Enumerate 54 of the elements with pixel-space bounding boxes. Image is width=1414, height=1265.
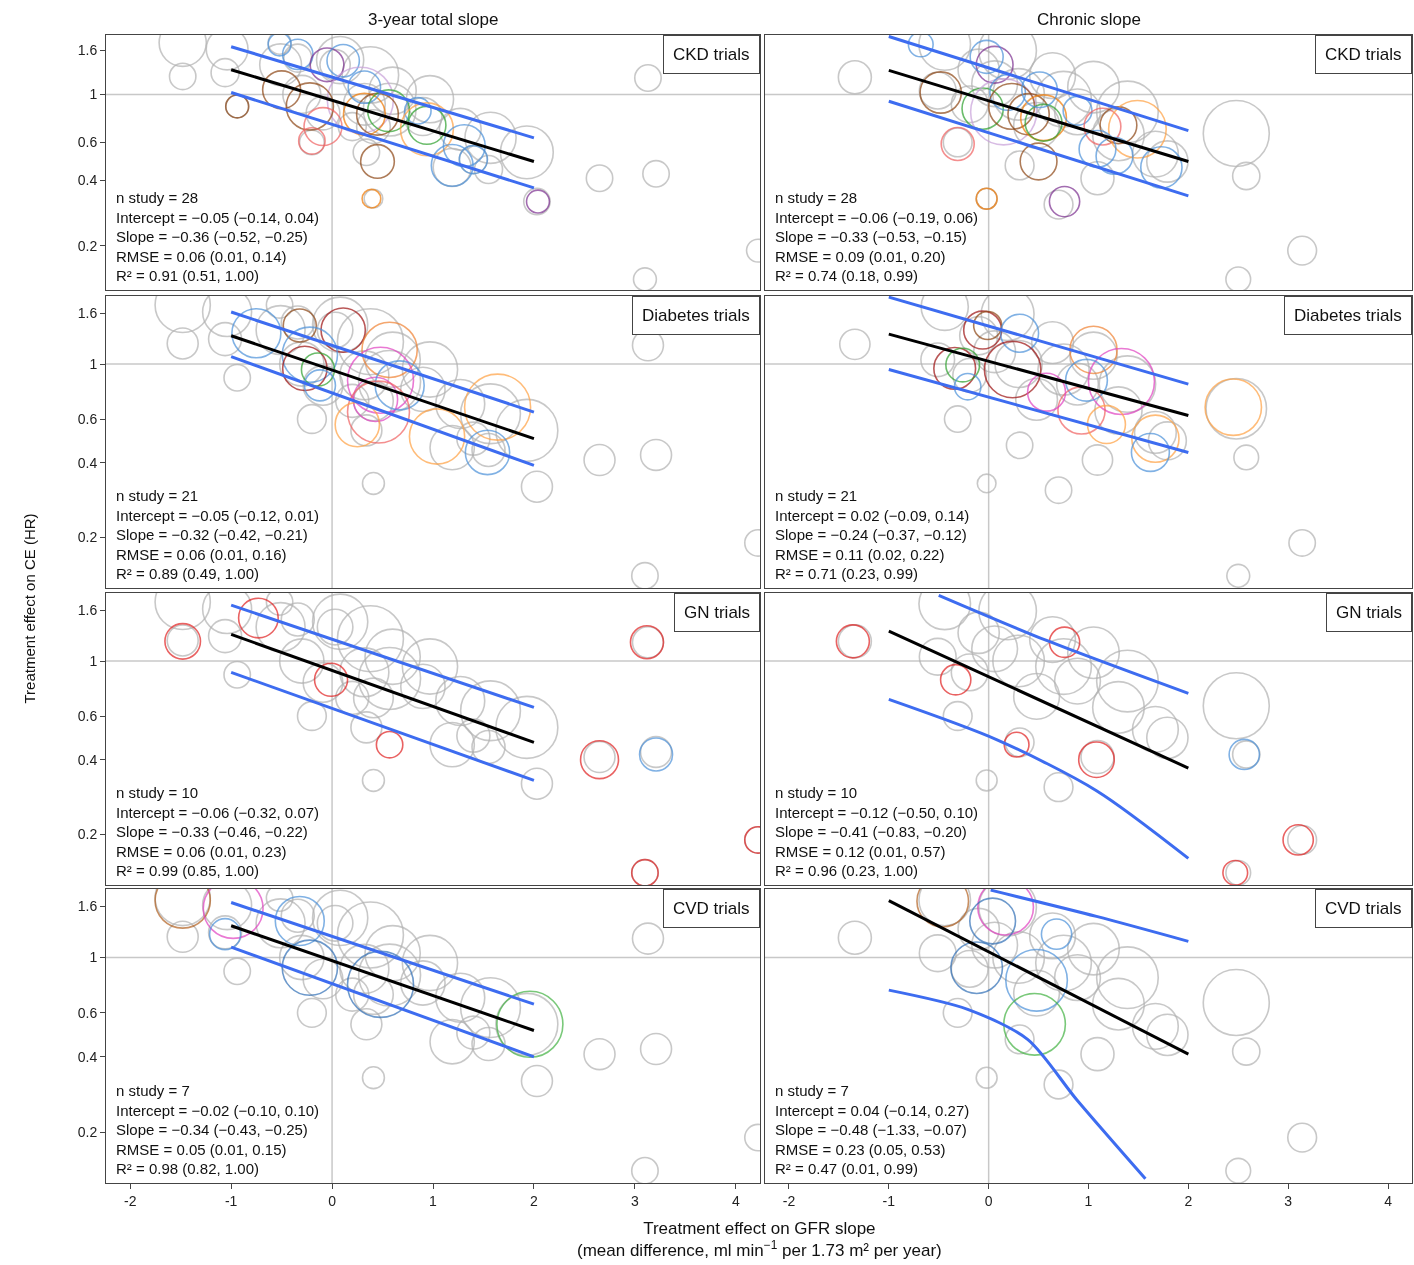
annotation: n study = 7 Intercept = 0.04 (−0.14, 0.27) Slope = −0.48 (−1.33, −0.07) RMSE = 0.23 (0.05, 0.53) R² = 0.47 (0.01, 0.99) [775, 1082, 970, 1177]
x-tick-label: 2 [530, 1192, 539, 1209]
annotation: CKD trials [673, 45, 750, 64]
y-tick-label: 0.4 [77, 172, 98, 189]
x-tick-label: 3 [630, 1192, 639, 1209]
y-tick-label: 1 [89, 355, 98, 372]
annotation: n study = 21 Intercept = 0.02 (−0.09, 0.14) Slope = −0.24 (−0.37, −0.12) RMSE = 0.11 (0.02, 0.22) R² = 0.71 (0.23, 0.99) [775, 487, 970, 582]
y-tick-label: 0.6 [77, 410, 98, 427]
y-tick-label: 0.2 [77, 1123, 98, 1140]
annotation: CVD trials [673, 899, 750, 918]
chart-title: Chronic slope [1037, 10, 1141, 29]
annotation: n study = 10 Intercept = −0.12 (−0.50, 0.10) Slope = −0.41 (−0.83, −0.20) RMSE = 0.12 (0.01, 0.57) R² = 0.96 (0.23, 1.00) [775, 784, 979, 879]
y-tick-label: 0.4 [77, 1048, 98, 1065]
y-tick-label: 1 [89, 949, 98, 966]
x-tick-label: 4 [731, 1192, 740, 1209]
y-tick-label: 0.2 [77, 237, 98, 254]
annotation: n study = 21 Intercept = −0.05 (−0.12, 0.01) Slope = −0.32 (−0.42, −0.21) RMSE = 0.06 (0.01, 0.16) R² = 0.89 (0.49, 1.00) [116, 487, 320, 582]
x-tick-label: 2 [1184, 1192, 1193, 1209]
y-tick-label: 1.6 [77, 305, 98, 322]
y-tick-label: 0.6 [77, 707, 98, 724]
y-tick-label: 1.6 [77, 42, 98, 59]
x-tick-label: 4 [1384, 1192, 1393, 1209]
annotation: n study = 7 Intercept = −0.02 (−0.10, 0.10) Slope = −0.34 (−0.43, −0.25) RMSE = 0.05 (0.01, 0.15) R² = 0.98 (0.82, 1.00) [116, 1082, 320, 1177]
y-tick-label: 0.2 [77, 529, 98, 546]
annotation: GN trials [1336, 603, 1403, 622]
x-tick-label: 0 [328, 1192, 337, 1209]
x-tick-label: 1 [429, 1192, 438, 1209]
x-axis-title: Treatment effect on GFR slope (mean difference, ml min$^{−1}$ per 1.73 m² per year) [577, 1219, 942, 1261]
x-tick-label: -1 [882, 1192, 896, 1209]
y-tick-label: 1 [89, 652, 98, 669]
y-tick-label: 0.6 [77, 1004, 98, 1021]
y-tick-label: 0.4 [77, 751, 98, 768]
x-tick-label: 0 [984, 1192, 993, 1209]
annotation: n study = 28 Intercept = −0.06 (−0.19, 0.06) Slope = −0.33 (−0.53, −0.15) RMSE = 0.09 (0.01, 0.20) R² = 0.74 (0.18, 0.99) [775, 189, 979, 284]
x-tick-label: -2 [123, 1192, 137, 1209]
y-tick-label: 1.6 [77, 898, 98, 915]
annotation: Diabetes trials [1294, 306, 1402, 325]
y-axis-title: Treatment effect on CE (HR) [20, 513, 38, 704]
y-tick-label: 0.6 [77, 134, 98, 151]
annotation: GN trials [684, 603, 751, 622]
x-tick-label: 3 [1284, 1192, 1293, 1209]
annotation: CVD trials [1325, 899, 1402, 918]
x-tick-label: -2 [782, 1192, 796, 1209]
y-tick-label: 1 [89, 86, 98, 103]
x-tick-label: 1 [1084, 1192, 1093, 1209]
annotation: n study = 10 Intercept = −0.06 (−0.32, 0.07) Slope = −0.33 (−0.46, −0.22) RMSE = 0.06 (0.01, 0.23) R² = 0.99 (0.85, 1.00) [116, 784, 320, 879]
y-tick-label: 1.6 [77, 602, 98, 619]
annotation: Diabetes trials [642, 306, 750, 325]
y-tick-label: 0.4 [77, 454, 98, 471]
annotation: n study = 28 Intercept = −0.05 (−0.14, 0.04) Slope = −0.36 (−0.52, −0.25) RMSE = 0.06 (0.01, 0.14) R² = 0.91 (0.51, 1.00) [116, 189, 320, 284]
y-tick-label: 0.2 [77, 826, 98, 843]
annotation: CKD trials [1325, 45, 1402, 64]
x-tick-label: -1 [224, 1192, 238, 1209]
chart-title: 3-year total slope [368, 10, 499, 29]
